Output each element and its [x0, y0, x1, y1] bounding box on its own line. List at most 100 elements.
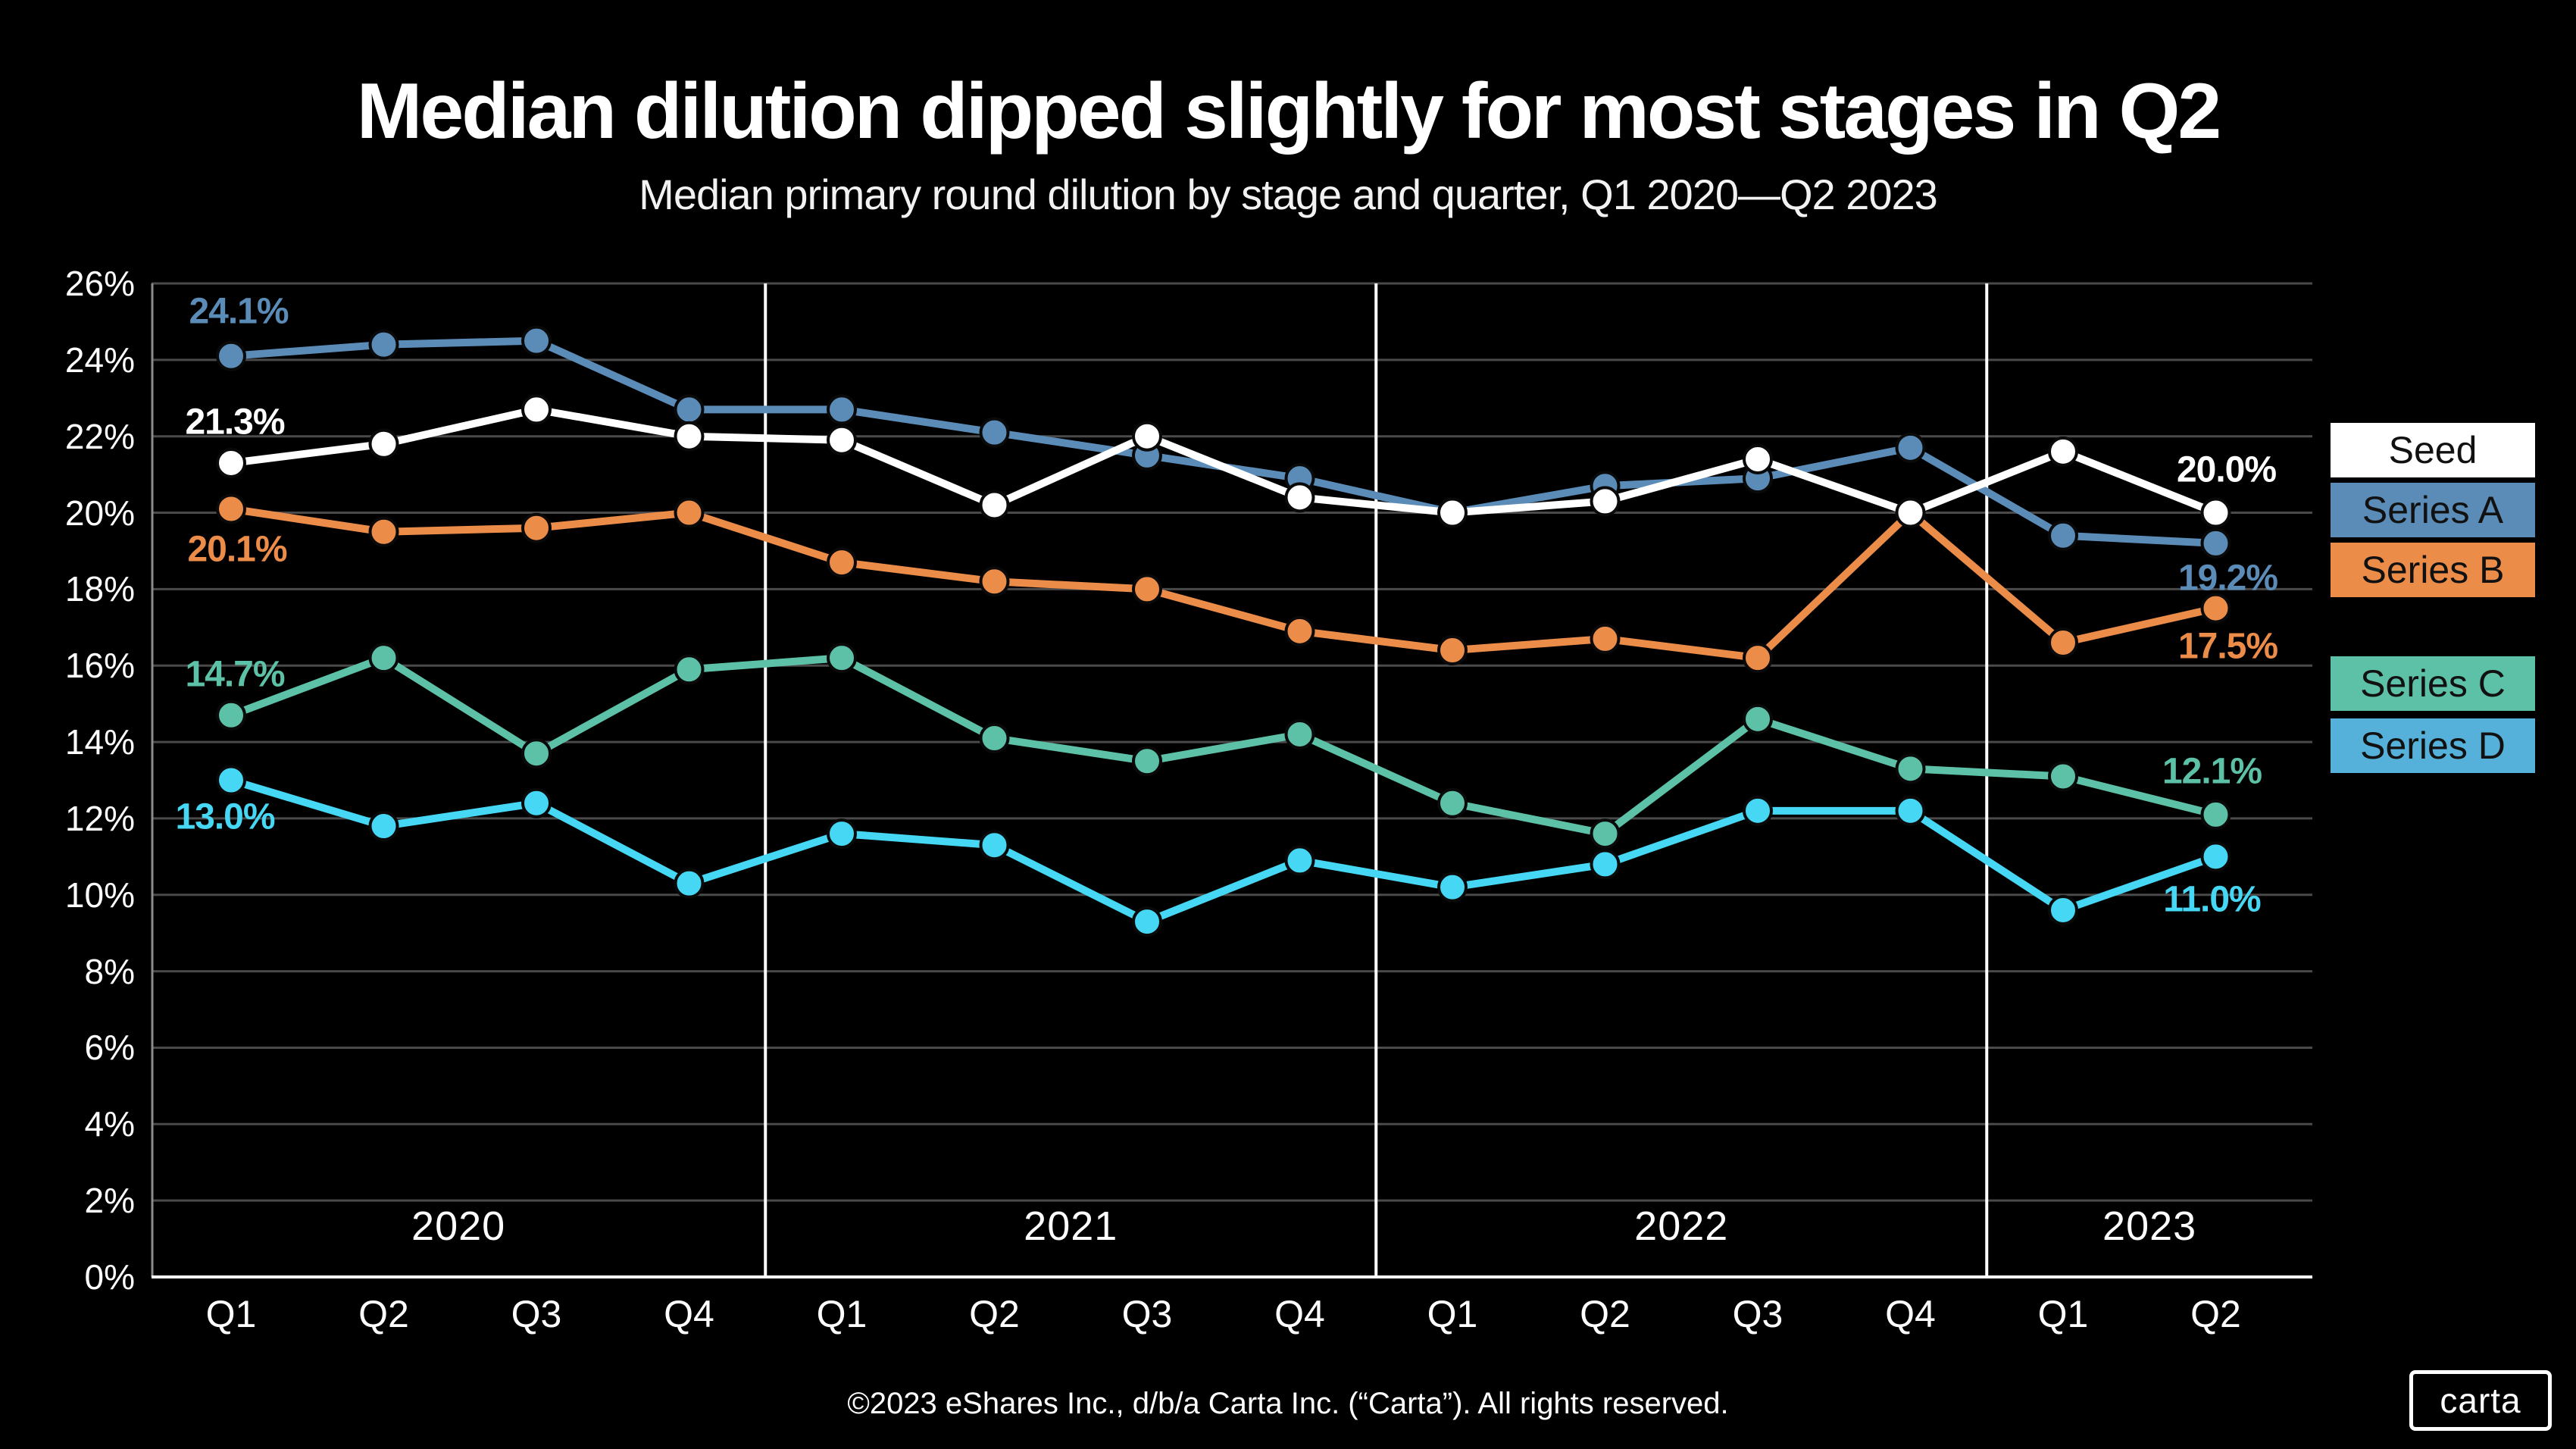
- x-axis-quarter-label: Q2: [2190, 1293, 2241, 1335]
- data-point-series-c: [368, 643, 399, 674]
- x-axis-quarter-label: Q3: [1732, 1293, 1784, 1335]
- data-point-seed: [674, 421, 705, 452]
- data-point-series-a: [674, 394, 705, 425]
- data-point-series-b: [1743, 643, 1773, 674]
- year-label: 2023: [2102, 1203, 2197, 1249]
- legend-item-label: Series D: [2360, 724, 2506, 767]
- data-point-series-c: [1284, 718, 1315, 750]
- y-axis-tick-label: 24%: [64, 340, 135, 380]
- data-point-seed: [216, 447, 246, 478]
- x-axis-quarter-label: Q4: [1274, 1293, 1325, 1335]
- y-axis-tick-label: 4%: [84, 1104, 135, 1144]
- x-axis-quarter-label: Q2: [969, 1293, 1020, 1335]
- legend-item-series-a: Series A: [2331, 483, 2535, 537]
- x-axis-quarter-label: Q2: [1580, 1293, 1630, 1335]
- data-point-series-d: [1437, 872, 1468, 903]
- data-point-series-c: [979, 723, 1010, 754]
- data-point-series-d: [1590, 849, 1621, 880]
- data-point-series-b: [979, 566, 1010, 597]
- data-point-series-d: [827, 818, 857, 850]
- x-axis-quarter-label: Q4: [1885, 1293, 1936, 1335]
- data-label-end: 20.0%: [2176, 449, 2277, 490]
- data-point-series-b: [521, 512, 552, 543]
- data-point-series-b: [1132, 574, 1162, 605]
- legend-item-label: Seed: [2388, 429, 2478, 471]
- year-label: 2022: [1634, 1203, 1729, 1249]
- series-line-seed: [227, 405, 2220, 517]
- data-point-series-b: [216, 493, 246, 524]
- data-point-series-d: [979, 830, 1010, 861]
- x-axis-quarter-label: Q2: [358, 1293, 409, 1335]
- data-point-series-c: [521, 738, 552, 769]
- page-subtitle: Median primary round dilution by stage a…: [639, 171, 1938, 218]
- data-point-series-c: [1895, 753, 1926, 784]
- data-point-series-b: [2200, 593, 2231, 624]
- legend-item-label: Series C: [2360, 662, 2506, 705]
- y-axis-tick-label: 0%: [84, 1257, 135, 1297]
- x-axis-quarter-label: Q1: [1427, 1293, 1478, 1335]
- data-point-series-c: [1590, 818, 1621, 850]
- data-point-series-c: [1132, 746, 1162, 777]
- y-axis-tick-label: 16%: [64, 646, 135, 686]
- x-axis-quarter-label: Q3: [511, 1293, 562, 1335]
- data-point-seed: [2200, 497, 2231, 528]
- data-point-series-c: [674, 654, 705, 685]
- data-label-start: 14.7%: [185, 654, 285, 695]
- legend-item-seed: Seed: [2331, 423, 2535, 477]
- data-point-seed: [1284, 482, 1315, 513]
- data-label-start: 24.1%: [189, 291, 289, 332]
- data-point-series-b: [827, 547, 857, 578]
- data-point-seed: [1895, 497, 1926, 528]
- series-line-series-b: [227, 505, 2220, 662]
- data-point-series-d: [2048, 894, 2078, 925]
- data-label-end: 11.0%: [2163, 879, 2261, 920]
- data-label-end: 17.5%: [2177, 626, 2278, 667]
- x-axis-quarter-label: Q3: [1121, 1293, 1173, 1335]
- y-axis-tick-label: 18%: [64, 569, 135, 609]
- data-point-series-d: [368, 811, 399, 842]
- x-axis-quarter-label: Q4: [664, 1293, 714, 1335]
- data-point-series-c: [1437, 787, 1468, 818]
- data-point-series-b: [2048, 627, 2078, 658]
- y-axis-tick-label: 2%: [84, 1181, 135, 1221]
- x-axis-quarter-label: Q1: [2037, 1293, 2089, 1335]
- data-point-series-d: [521, 787, 552, 818]
- data-point-series-d: [216, 765, 246, 796]
- y-axis-tick-label: 8%: [84, 951, 135, 991]
- data-label-end: 12.1%: [2162, 751, 2262, 792]
- legend-item-series-d: Series D: [2331, 718, 2535, 773]
- carta-logo: carta: [2409, 1370, 2552, 1431]
- legend-item-series-b: Series B: [2331, 543, 2535, 597]
- x-axis-quarter-label: Q1: [816, 1293, 868, 1335]
- data-point-series-a: [2048, 520, 2078, 551]
- data-point-series-a: [216, 340, 246, 371]
- copyright-footer: ©2023 eShares Inc., d/b/a Carta Inc. (“C…: [847, 1387, 1729, 1420]
- data-point-series-d: [1132, 906, 1162, 937]
- data-point-series-c: [2048, 761, 2078, 792]
- data-point-series-d: [1743, 795, 1773, 826]
- data-point-series-c: [1743, 703, 1773, 734]
- year-label: 2021: [1024, 1203, 1118, 1249]
- data-point-series-b: [1437, 635, 1468, 666]
- data-point-series-a: [1895, 432, 1926, 463]
- data-point-series-b: [674, 497, 705, 528]
- data-point-seed: [827, 424, 857, 455]
- legend-item-label: Series B: [2361, 549, 2505, 591]
- data-point-series-a: [368, 329, 399, 360]
- data-point-series-a: [827, 394, 857, 425]
- data-point-seed: [2048, 436, 2078, 467]
- data-point-series-b: [1590, 623, 1621, 654]
- data-label-start: 13.0%: [175, 796, 275, 837]
- data-point-seed: [1132, 421, 1162, 452]
- data-point-series-c: [827, 643, 857, 674]
- year-label: 2020: [411, 1203, 506, 1249]
- data-point-seed: [368, 428, 399, 459]
- data-point-series-c: [2200, 799, 2231, 830]
- data-point-series-c: [216, 699, 246, 731]
- y-axis-tick-label: 14%: [64, 722, 135, 762]
- page-title: Median dilution dipped slightly for most…: [356, 67, 2222, 155]
- data-point-seed: [1743, 443, 1773, 474]
- data-point-series-d: [1284, 845, 1315, 876]
